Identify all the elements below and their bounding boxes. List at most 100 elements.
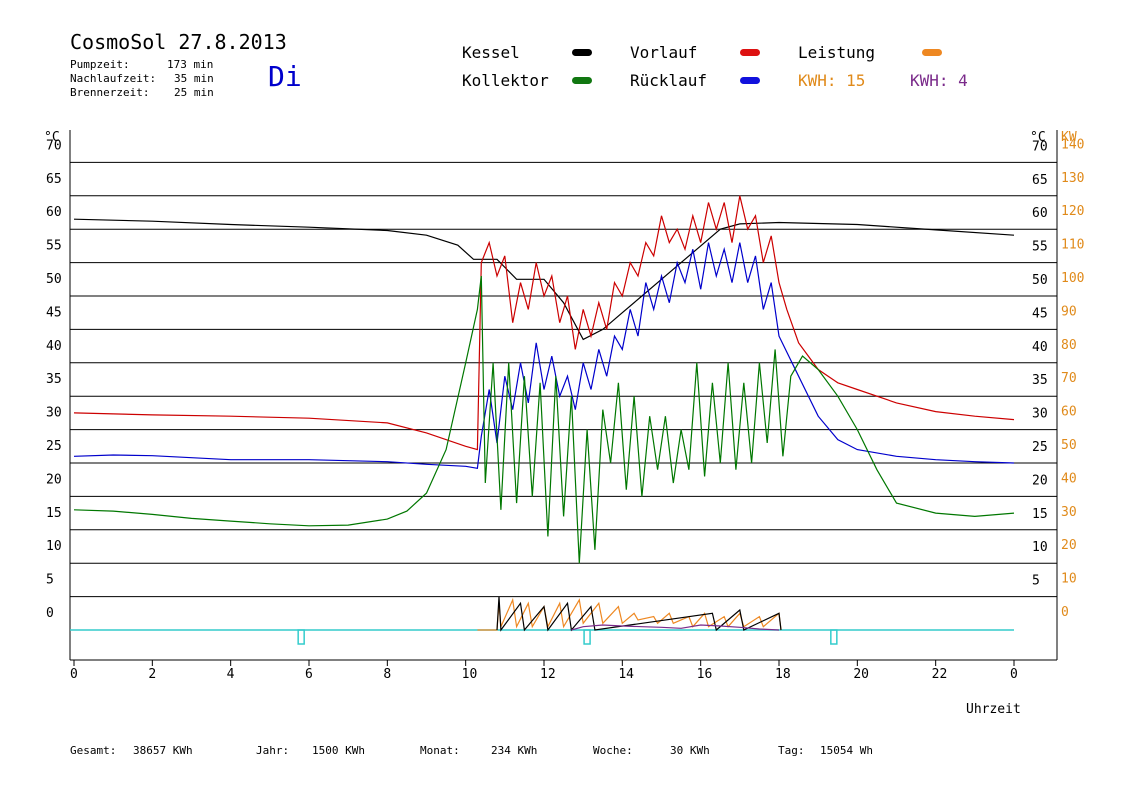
legend-kwh-kessel: KWH: 4 xyxy=(910,71,968,90)
y-tick-right-label: 35 xyxy=(1032,373,1048,388)
x-tick-label: 16 xyxy=(697,667,713,682)
footer-jahr-label: Jahr: xyxy=(256,744,290,757)
brenner-mark xyxy=(297,629,305,645)
x-tick-label: 0 xyxy=(1010,667,1018,682)
legend-kessel: Kessel xyxy=(462,43,520,62)
legend-ruecklauf-swatch xyxy=(740,77,760,84)
x-tick-label: 4 xyxy=(227,667,235,682)
x-tick-label: 14 xyxy=(618,667,634,682)
x-tick-label: 6 xyxy=(305,667,313,682)
footer-tag-label: Tag: xyxy=(778,744,805,757)
y-tick-right-label: 20 xyxy=(1032,473,1048,488)
x-tick-label: 18 xyxy=(775,667,791,682)
y-tick-left-label: 65 xyxy=(46,172,62,187)
brennerzeit-label: Brennerzeit: xyxy=(70,86,150,99)
y-tick-left-label: 15 xyxy=(46,506,62,521)
footer-jahr-value: 1500 KWh xyxy=(312,744,365,757)
y-tick-kw-label: 130 xyxy=(1061,171,1084,186)
legend-leistung: Leistung xyxy=(798,43,876,62)
y-tick-left-label: 5 xyxy=(46,573,54,588)
y-tick-right-label: 45 xyxy=(1032,306,1048,321)
legend-ruecklauf: Rücklauf xyxy=(630,71,708,90)
power-kwh-line xyxy=(571,624,780,631)
y-tick-left-label: 55 xyxy=(46,239,62,254)
x-tick-label: 2 xyxy=(148,667,156,682)
series-kollektor-line xyxy=(73,275,1015,564)
y-tick-right-label: 70 xyxy=(1032,139,1048,154)
y-tick-left-label: 40 xyxy=(46,339,62,354)
y-tick-right-label: 40 xyxy=(1032,340,1048,355)
y-tick-kw-label: 110 xyxy=(1061,238,1084,253)
y-tick-right-label: 5 xyxy=(1032,574,1040,589)
x-tick-label: 0 xyxy=(70,667,78,682)
y-tick-kw-label: 90 xyxy=(1061,304,1077,319)
series-vorlauf-line xyxy=(73,195,1015,451)
weekday-label: Di xyxy=(268,60,302,93)
y-tick-right-label: 30 xyxy=(1032,407,1048,422)
y-tick-left-label: 25 xyxy=(46,439,62,454)
footer-tag-value: 15054 Wh xyxy=(820,744,873,757)
pumpzeit-label: Pumpzeit: xyxy=(70,58,130,71)
legend-kessel-swatch xyxy=(572,49,592,56)
legend-kollektor: Kollektor xyxy=(462,71,549,90)
y-tick-right-label: 25 xyxy=(1032,440,1048,455)
legend-vorlauf-swatch xyxy=(740,49,760,56)
y-tick-kw-label: 120 xyxy=(1061,204,1084,219)
y-tick-right-label: 55 xyxy=(1032,240,1048,255)
y-tick-right-label: 65 xyxy=(1032,173,1048,188)
footer-woche-value: 30 KWh xyxy=(670,744,710,757)
brenner-mark xyxy=(583,629,591,645)
y-tick-kw-label: 70 xyxy=(1061,371,1077,386)
y-tick-kw-label: 40 xyxy=(1061,471,1077,486)
legend-kollektor-swatch xyxy=(572,77,592,84)
brenner-mark xyxy=(830,629,838,645)
y-tick-kw-label: 50 xyxy=(1061,438,1077,453)
y-tick-left-label: 60 xyxy=(46,205,62,220)
y-tick-kw-label: 30 xyxy=(1061,505,1077,520)
y-tick-left-label: 35 xyxy=(46,372,62,387)
legend-kwh-solar: KWH: 15 xyxy=(798,71,866,90)
footer-monat-value: 234 KWh xyxy=(491,744,538,757)
y-tick-right-label: 15 xyxy=(1032,507,1048,522)
power-leistung-line xyxy=(477,597,782,631)
x-axis-title: Uhrzeit xyxy=(966,702,1021,717)
x-tick-label: 10 xyxy=(462,667,478,682)
brennerzeit-value: 25 min xyxy=(174,86,214,99)
y-tick-left-label: 50 xyxy=(46,272,62,287)
y-tick-kw-label: 100 xyxy=(1061,271,1084,286)
footer-gesamt-value: 38657 KWh xyxy=(133,744,193,757)
y-tick-left-label: 70 xyxy=(46,138,62,153)
legend-vorlauf: Vorlauf xyxy=(630,43,698,62)
y-tick-left-label: 10 xyxy=(46,539,62,554)
x-tick-label: 22 xyxy=(932,667,948,682)
y-tick-kw-label: 20 xyxy=(1061,538,1077,553)
y-tick-kw-label: 140 xyxy=(1061,137,1084,152)
footer-gesamt-label: Gesamt: xyxy=(70,744,117,757)
x-tick-label: 12 xyxy=(540,667,556,682)
y-tick-left-label: 0 xyxy=(46,606,54,621)
x-tick-label: 8 xyxy=(383,667,391,682)
y-tick-right-label: 60 xyxy=(1032,206,1048,221)
y-tick-right-label: 50 xyxy=(1032,273,1048,288)
y-tick-kw-label: 60 xyxy=(1061,405,1077,420)
nachlaufzeit-label: Nachlaufzeit: xyxy=(70,72,157,85)
footer-woche-label: Woche: xyxy=(593,744,633,757)
nachlaufzeit-value: 35 min xyxy=(174,72,214,85)
y-axis-right-title: °C xyxy=(1030,130,1046,145)
legend-leistung-swatch xyxy=(922,49,942,56)
x-tick-label: 20 xyxy=(853,667,869,682)
y-axis-kw-title: KW xyxy=(1061,130,1077,145)
series-kessel-line xyxy=(73,218,1015,341)
y-tick-left-label: 45 xyxy=(46,305,62,320)
y-axis-left-title: °C xyxy=(44,130,60,145)
series-rücklauf-line xyxy=(73,242,1015,469)
chart-title: CosmoSol 27.8.2013 xyxy=(70,30,287,54)
y-tick-kw-label: 80 xyxy=(1061,338,1077,353)
y-tick-left-label: 30 xyxy=(46,406,62,421)
y-tick-kw-label: 10 xyxy=(1061,572,1077,587)
y-tick-right-label: 10 xyxy=(1032,540,1048,555)
y-tick-kw-label: 0 xyxy=(1061,605,1069,620)
pumpzeit-value: 173 min xyxy=(167,58,214,71)
footer-monat-label: Monat: xyxy=(420,744,460,757)
